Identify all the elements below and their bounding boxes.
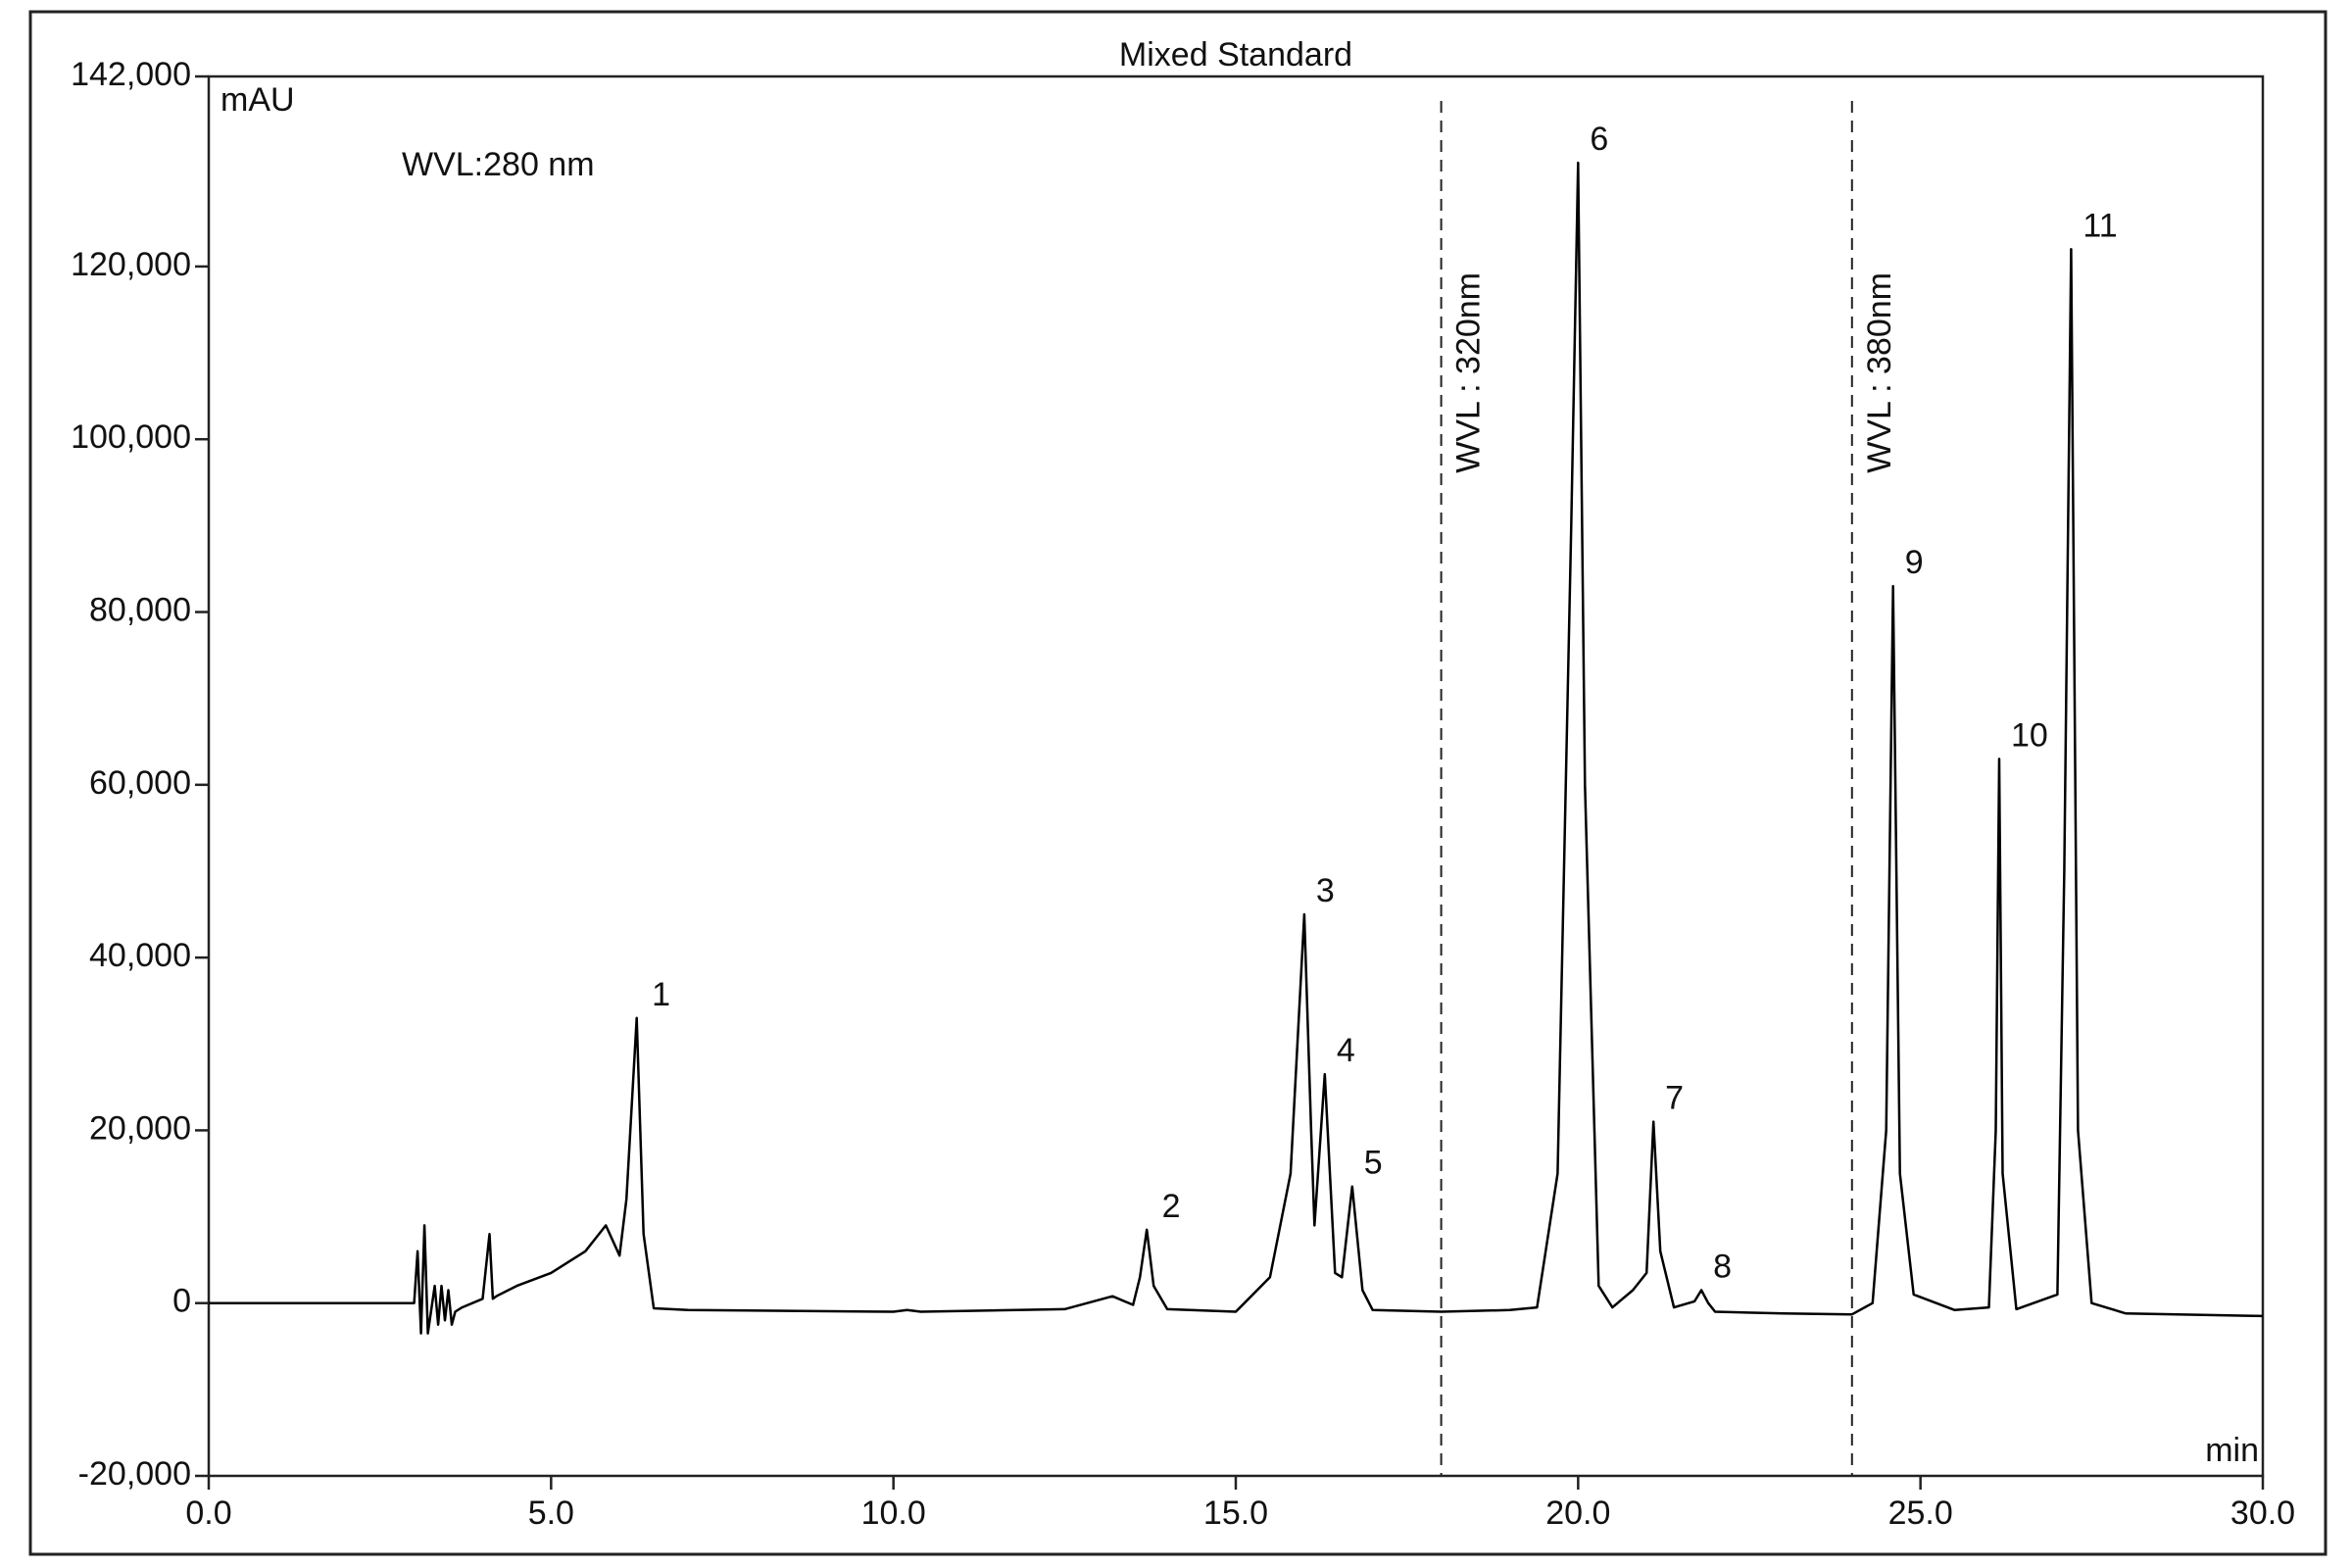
- peak-label: 8: [1713, 1248, 1732, 1285]
- peak-label: 7: [1665, 1080, 1684, 1117]
- y-tick-label: 120,000: [71, 246, 191, 283]
- chromatogram-trace: [209, 161, 2264, 1335]
- y-tick-label: 80,000: [89, 592, 191, 629]
- peak-label: 4: [1337, 1032, 1355, 1069]
- x-tick-label: 0.0: [185, 1494, 231, 1532]
- peak-label: 2: [1162, 1188, 1181, 1225]
- x-tick-label: 30.0: [2230, 1494, 2295, 1532]
- x-tick-label: 5.0: [528, 1494, 574, 1532]
- plot-frame: [207, 74, 2265, 1478]
- x-unit: min: [2205, 1432, 2259, 1469]
- y-tick-label: 60,000: [89, 764, 191, 802]
- annotation: WVL:280 nm: [402, 146, 595, 183]
- peak-label: 1: [652, 976, 670, 1013]
- x-tick-label: 25.0: [1888, 1494, 1953, 1532]
- peak-label: 5: [1364, 1145, 1383, 1182]
- x-tick-label: 20.0: [1545, 1494, 1610, 1532]
- wavelength-label: WVL : 380nm: [1861, 272, 1898, 473]
- chart-title: Mixed Standard: [1119, 36, 1352, 74]
- peak-label: 10: [2011, 716, 2048, 754]
- x-tick-label: 10.0: [861, 1494, 926, 1532]
- y-tick-label: -20,000: [78, 1455, 191, 1493]
- y-tick-label: 20,000: [89, 1109, 191, 1147]
- y-unit: mAU: [220, 81, 295, 119]
- peak-label: 3: [1316, 872, 1335, 909]
- peak-label: 9: [1905, 544, 1924, 581]
- y-tick-label: 0: [172, 1283, 191, 1320]
- y-tick-label: 142,000: [71, 56, 191, 93]
- peak-label: 6: [1590, 121, 1608, 158]
- outer-frame: [28, 10, 2328, 1556]
- y-tick-label: 100,000: [71, 418, 191, 456]
- y-tick-label: 40,000: [89, 937, 191, 974]
- wavelength-label: WVL : 320nm: [1450, 272, 1488, 473]
- peak-label: 11: [2082, 207, 2117, 244]
- x-tick-label: 15.0: [1203, 1494, 1268, 1532]
